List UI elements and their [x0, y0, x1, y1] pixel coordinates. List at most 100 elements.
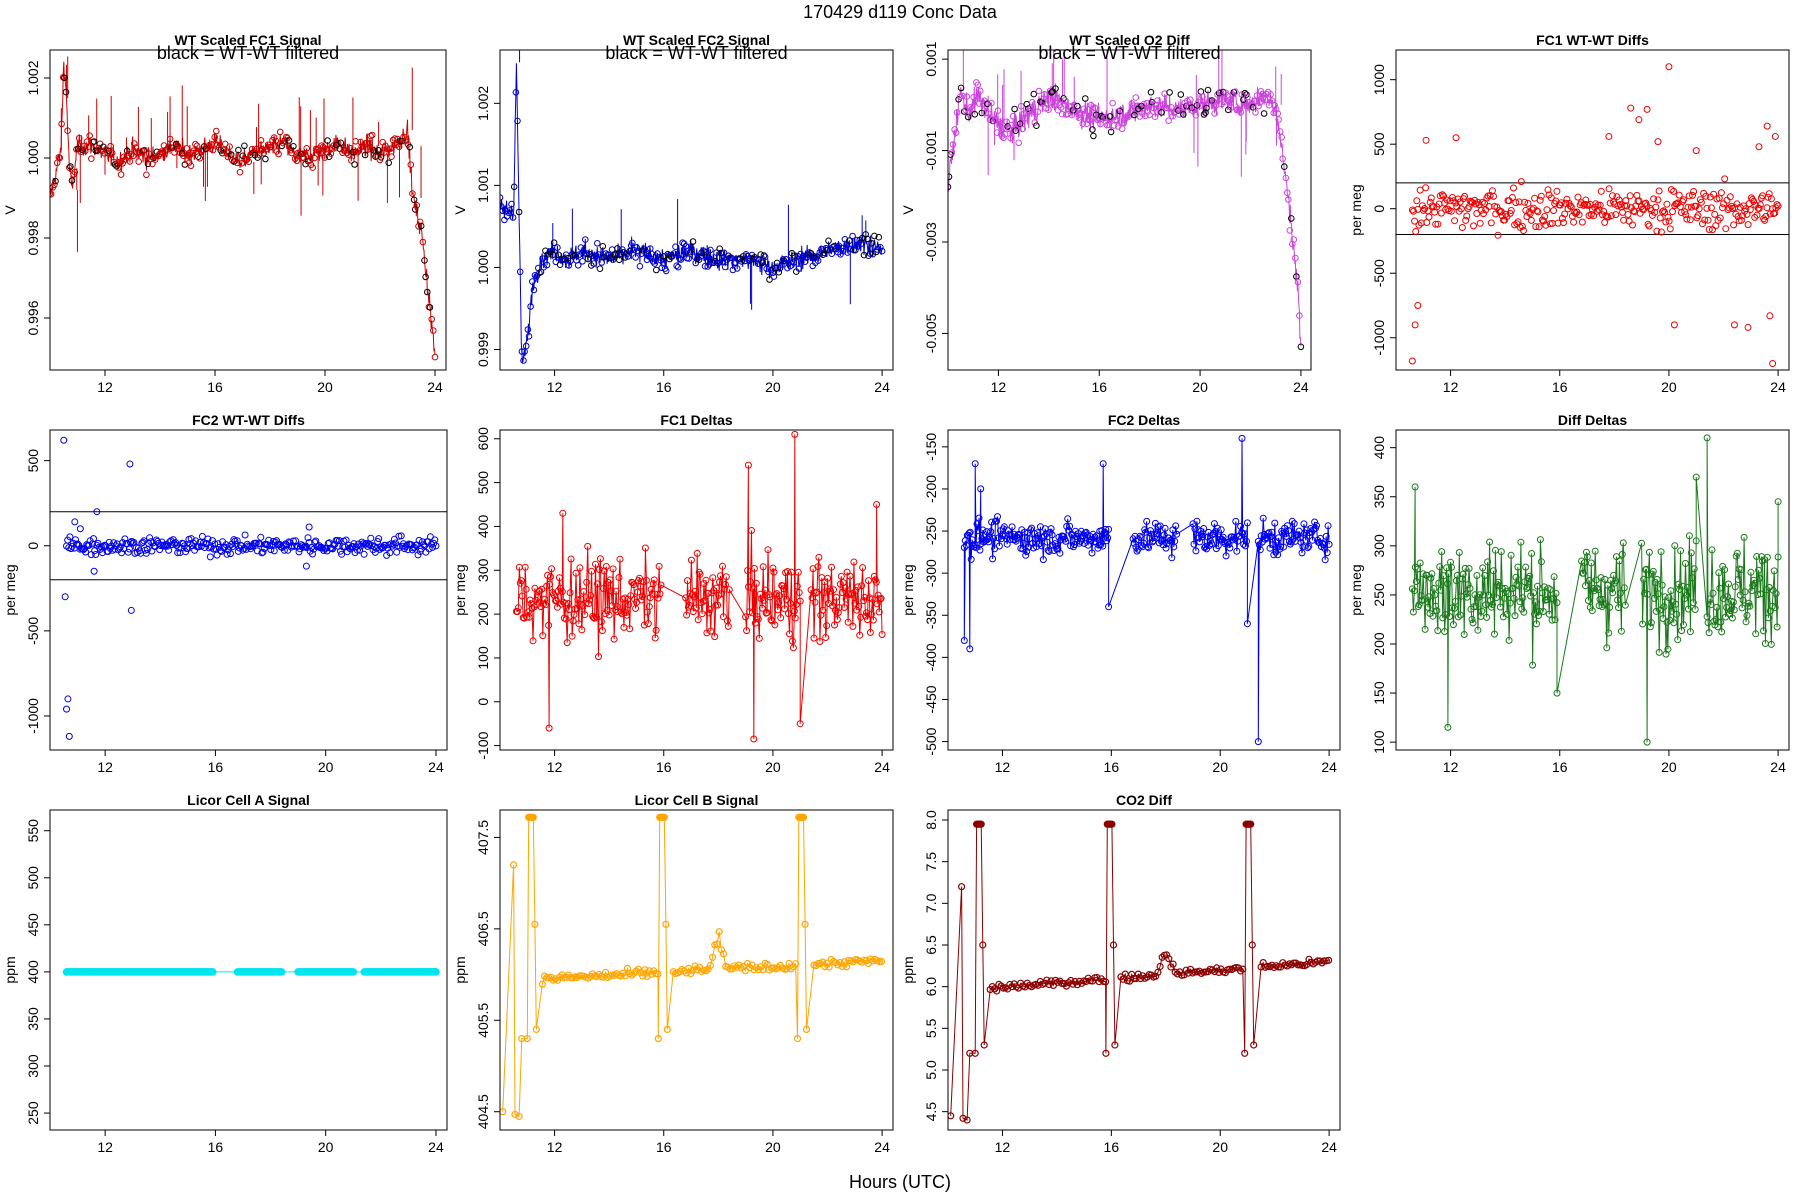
- data-point: [1597, 574, 1605, 582]
- data-point: [1753, 211, 1761, 219]
- x-tick-label: 20: [318, 759, 334, 775]
- data-point: [777, 614, 785, 622]
- data-point: [1695, 205, 1703, 213]
- data-point: [1754, 591, 1762, 599]
- data-point: [771, 621, 779, 629]
- data-point: [1710, 617, 1718, 625]
- data-point: [1241, 1049, 1249, 1057]
- data-point: [1165, 955, 1173, 963]
- data-point: [963, 93, 971, 100]
- data-point: [646, 594, 654, 602]
- data-point: [641, 544, 649, 552]
- data-point: [1241, 530, 1248, 538]
- filtered-point: [1174, 107, 1182, 114]
- data-point: [756, 590, 764, 598]
- data-point: [1428, 570, 1436, 578]
- data-point: [562, 615, 570, 623]
- data-point: [275, 150, 282, 158]
- data-point: [1549, 595, 1557, 603]
- data-point: [1546, 586, 1554, 594]
- data-point: [794, 568, 802, 576]
- data-point: [980, 100, 987, 108]
- x-tick-label: 20: [317, 379, 333, 395]
- data-point: [1054, 545, 1062, 553]
- data-point: [1720, 200, 1728, 208]
- data-point: [1659, 615, 1667, 622]
- data-point: [1036, 523, 1044, 531]
- data-point: [1772, 590, 1780, 598]
- data-point: [1581, 559, 1588, 567]
- data-point: [755, 634, 763, 642]
- data-point: [1665, 217, 1673, 225]
- data-point: [1583, 201, 1591, 209]
- data-point: [86, 132, 93, 139]
- plot-area: [50, 56, 439, 361]
- data-point: [1716, 214, 1724, 222]
- data-point: [1741, 588, 1749, 596]
- data-point: [175, 145, 183, 152]
- data-point: [550, 590, 557, 598]
- x-tick-label: 12: [1443, 379, 1459, 395]
- data-point: [655, 562, 663, 570]
- data-point: [1035, 540, 1043, 548]
- data-point: [706, 961, 715, 970]
- y-tick-label: 450: [25, 913, 41, 937]
- data-point: [682, 243, 690, 250]
- data-point: [747, 255, 754, 262]
- data-point: [1028, 524, 1036, 532]
- data-point: [224, 546, 232, 554]
- data-point: [524, 326, 532, 333]
- panel-frame: [499, 49, 894, 371]
- data-point: [1324, 522, 1332, 530]
- data-point: [1067, 542, 1075, 550]
- data-point: [1408, 585, 1416, 593]
- data-point: [229, 156, 236, 164]
- filtered-point: [1260, 110, 1268, 117]
- data-point: [654, 250, 661, 257]
- data-point: [1248, 941, 1256, 949]
- data-point: [636, 574, 643, 582]
- data-point: [968, 105, 976, 112]
- data-point: [432, 968, 440, 976]
- data-point: [719, 613, 727, 621]
- data-point: [1615, 557, 1623, 565]
- data-point: [1239, 965, 1247, 973]
- data-point: [594, 580, 601, 588]
- filtered-point: [1030, 90, 1038, 98]
- data-point: [787, 568, 795, 576]
- filtered-point: [810, 253, 818, 260]
- data-point: [732, 963, 741, 971]
- data-point: [1195, 99, 1202, 106]
- data-point: [710, 259, 718, 267]
- data-point: [1623, 202, 1631, 210]
- data-point: [586, 596, 594, 604]
- data-point: [1670, 187, 1678, 195]
- data-point: [1243, 519, 1251, 527]
- data-point: [1031, 530, 1038, 538]
- data-point: [649, 580, 657, 588]
- data-point: [1289, 240, 1296, 248]
- data-point: [141, 146, 148, 154]
- x-tick-label: 12: [547, 759, 563, 775]
- data-point: [870, 572, 878, 580]
- data-point: [625, 601, 633, 609]
- data-point: [546, 580, 554, 588]
- data-point: [995, 534, 1002, 542]
- data-point: [1657, 228, 1665, 236]
- y-tick-label: -150: [923, 433, 939, 461]
- data-point: [1653, 575, 1661, 583]
- data-point: [277, 968, 286, 976]
- data-point: [694, 616, 702, 624]
- data-point: [1451, 597, 1459, 605]
- data-point: [1196, 538, 1204, 546]
- data-point: [509, 214, 517, 221]
- data-point: [1033, 529, 1041, 537]
- y-tick-label: 350: [1371, 485, 1387, 509]
- x-tick-label: 16: [207, 379, 223, 395]
- data-point: [1703, 204, 1711, 212]
- data-point: [352, 138, 360, 145]
- data-point: [555, 574, 563, 582]
- data-point: [1191, 968, 1199, 976]
- data-point: [819, 606, 827, 614]
- data-point: [1714, 216, 1722, 224]
